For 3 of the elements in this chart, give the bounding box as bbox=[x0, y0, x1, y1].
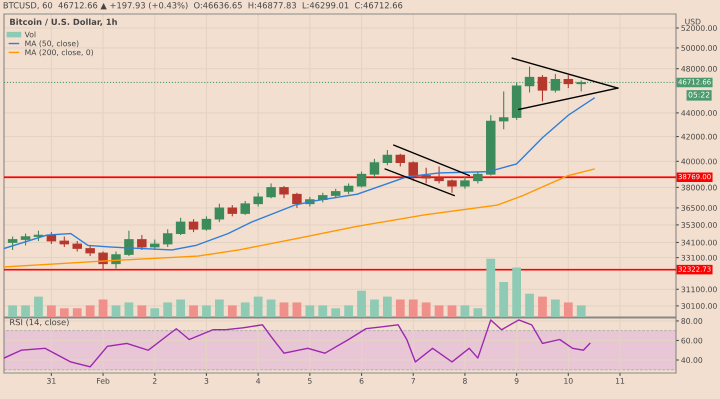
chart-subtitle: BTCUSD, 60 46712.66 ▲ +197.93 (+0.43%) O:46636.65 H:46877.83 L:46299.01 C:46712.66 bbox=[4, 2, 402, 10]
chart-title: RSI (14, close) bbox=[10, 318, 69, 326]
chart-title: Bitcoin / U.S. Dollar, 1h bbox=[10, 18, 117, 26]
